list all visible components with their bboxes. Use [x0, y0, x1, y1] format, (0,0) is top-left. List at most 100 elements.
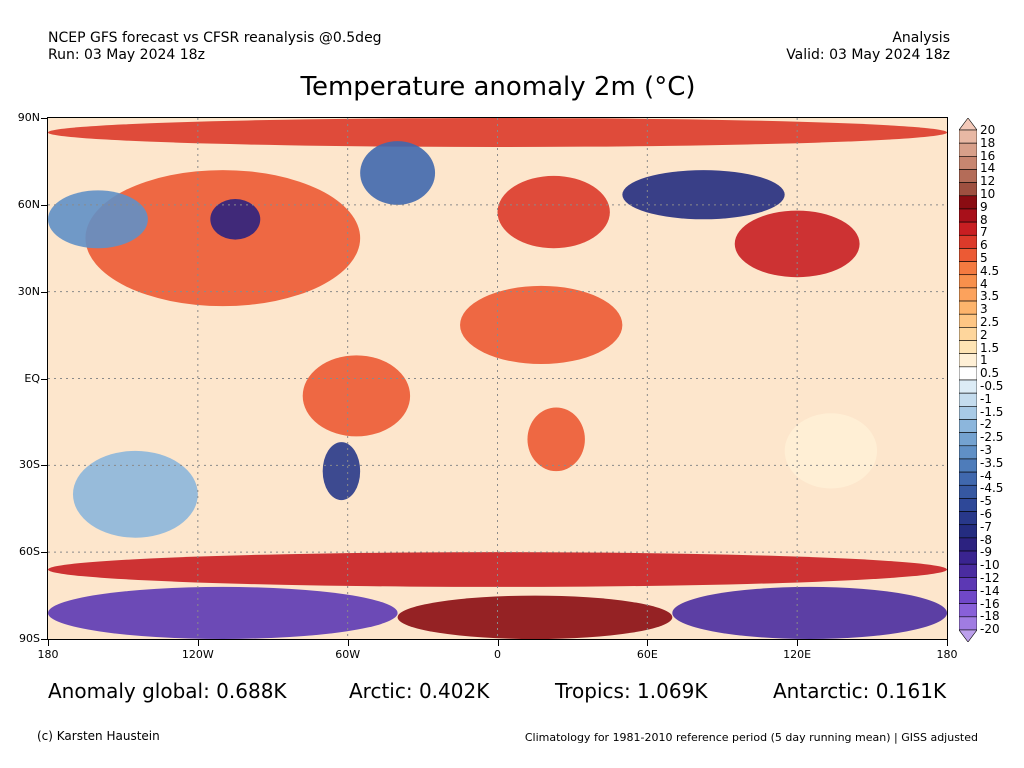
lat-label: EQ [24, 371, 40, 385]
colorbar-box [959, 366, 977, 381]
validity-info: Analysis Valid: 03 May 2024 18z [786, 30, 950, 64]
colorbar-box [959, 221, 977, 236]
run-time: Run: 03 May 2024 18z [48, 47, 205, 63]
lat-tick [41, 118, 47, 119]
colorbar-level: -5 [980, 494, 992, 509]
lon-label: 180 [37, 648, 59, 661]
stat-tropics: Tropics: 1.069K [555, 679, 708, 703]
colorbar-box [959, 392, 977, 407]
anomaly-region-greenland-cold [360, 141, 436, 205]
colorbar-box [959, 432, 977, 447]
colorbar-box [959, 313, 977, 328]
colorbar-level: -1 [980, 391, 992, 406]
colorbar-box [959, 208, 977, 223]
colorbar-level: -8 [980, 532, 992, 547]
colorbar-box [959, 261, 977, 276]
colorbar-level: -2 [980, 417, 992, 432]
lat-tick [41, 204, 47, 206]
lat-tick [41, 639, 47, 640]
colorbar-box [959, 445, 977, 460]
stat-arctic: Arctic: 0.402K [349, 679, 490, 703]
colorbar-level: -12 [980, 571, 1000, 585]
colorbar-box [959, 340, 977, 354]
anomaly-region-central-canada-cold [210, 199, 261, 240]
colorbar-box [959, 129, 977, 144]
lat-tick [41, 291, 47, 293]
lat-tick [41, 378, 47, 380]
colorbar-box [959, 419, 977, 433]
anomaly-region-arctic-warm-band [48, 118, 947, 147]
colorbar-level: -14 [980, 583, 1000, 598]
lat-label: 60N [17, 197, 40, 211]
colorbar-level: -3 [980, 443, 992, 457]
colorbar-box [959, 248, 977, 262]
colorbar-level: 2.5 [980, 315, 1000, 329]
anomaly-region-east-asia-warm [734, 210, 860, 278]
colorbar-box [959, 458, 977, 473]
colorbar-box [959, 287, 977, 302]
lat-label: 90S [19, 632, 40, 645]
colorbar-box [959, 511, 977, 526]
anomaly-map-canvas [48, 118, 947, 639]
colorbar-box [959, 169, 977, 183]
colorbar-level: 12 [980, 174, 996, 189]
colorbar-level: -1.5 [980, 404, 1004, 419]
colorbar-level: 5 [980, 251, 988, 265]
colorbar-box [959, 327, 977, 341]
lon-label: 60W [335, 648, 361, 661]
colorbar-box [959, 603, 977, 618]
lon-label: 60E [636, 648, 658, 661]
stat-global: Anomaly global: 0.688K [48, 679, 287, 703]
colorbar-level: 16 [980, 148, 996, 163]
run-info: NCEP GFS forecast vs CFSR reanalysis @0.… [48, 30, 382, 64]
colorbar-level: 9 [980, 199, 988, 214]
colorbar-box [959, 577, 977, 591]
colorbar-box [959, 379, 977, 394]
lat-label: 90N [17, 111, 40, 124]
colorbar-box [959, 590, 977, 604]
colorbar-box [959, 524, 977, 539]
colorbar-level: -2.5 [980, 430, 1004, 445]
lon-label: 180 [936, 648, 958, 661]
colorbar-level: 3.5 [980, 289, 1000, 304]
colorbar-level: -4.5 [980, 481, 1004, 496]
colorbar-level: 3 [980, 302, 988, 317]
lat-label: 30N [17, 284, 40, 298]
colorbar-level: -16 [980, 596, 1000, 611]
colorbar-level: -18 [980, 609, 1000, 624]
colorbar-level: 18 [980, 135, 996, 150]
colorbar-level: -4 [980, 468, 992, 483]
lon-tick [797, 640, 799, 646]
lon-tick [197, 640, 199, 646]
anomaly-region-north-america [85, 170, 361, 307]
anomaly-region-antarctica-cold-east [672, 586, 947, 639]
anomaly-region-europe-warm [497, 175, 610, 249]
anomaly-region-southern-africa-warm [527, 407, 585, 472]
anomaly-region-australia-mixed [784, 413, 878, 489]
colorbar-box [959, 274, 977, 289]
colorbar-box [959, 234, 977, 249]
colorbar-level: 0.5 [980, 366, 1000, 381]
colorbar-box [959, 484, 977, 499]
lon-tick [497, 640, 499, 646]
lon-label: 0 [494, 648, 501, 661]
anomaly-region-sahara-warm [460, 285, 623, 365]
model-description: NCEP GFS forecast vs CFSR reanalysis @0.… [48, 30, 382, 46]
colorbar-level: 6 [980, 238, 988, 253]
colorbar-level: -0.5 [980, 379, 1004, 393]
lon-label: 120W [181, 648, 214, 661]
colorbar-level: 10 [980, 187, 996, 201]
colorbar-max-triangle [959, 118, 977, 131]
colorbar-level: 1 [980, 353, 988, 368]
colorbar-box [959, 471, 977, 486]
colorbar-box [959, 195, 977, 210]
colorbar-box [959, 498, 977, 512]
colorbar-level: 14 [980, 161, 996, 176]
colorbar-box [959, 300, 977, 315]
colorbar-level: -20 [980, 622, 1000, 637]
colorbar-level: 4.5 [980, 263, 1000, 278]
colorbar-level: -10 [980, 558, 1000, 573]
colorbar-box [959, 182, 977, 197]
lat-label: 30S [19, 458, 40, 472]
lat-label: 60S [19, 545, 40, 559]
